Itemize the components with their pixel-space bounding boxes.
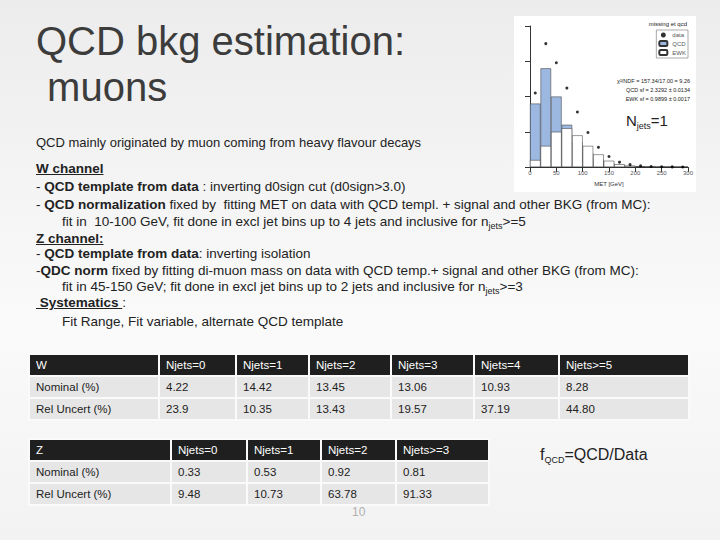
svg-text:QCD: QCD: [672, 41, 686, 47]
svg-text:χ²/NDF = 157.34/17.00 = 9.26: χ²/NDF = 157.34/17.00 = 9.26: [617, 78, 690, 84]
html-text:Nominal (%): Nominal (%): [36, 466, 100, 478]
html-text:Z: Z: [36, 444, 43, 456]
html-text:Njets=3: Njets=3: [398, 359, 438, 371]
html-text:0.81: 0.81: [403, 466, 426, 478]
svg-text:300: 300: [683, 170, 694, 176]
html-text:63.78: 63.78: [328, 488, 357, 500]
html-text:13.06: 13.06: [398, 381, 427, 393]
html-text:23.9: 23.9: [166, 403, 189, 415]
html-text:Systematics:: Systematics:: [36, 295, 127, 310]
html-text:Njets=1: Njets=1: [243, 359, 283, 371]
html-text:fit in 10-100 GeV, fit done in: fit in 10-100 GeV, fit done in excl jet …: [62, 214, 526, 231]
html-text:10.35: 10.35: [243, 403, 272, 415]
svg-text:QCD sf = 2.3292 ± 0.0134: QCD sf = 2.3292 ± 0.0134: [626, 87, 690, 93]
html-text:muons: muons: [36, 65, 168, 109]
html-text:Njets=0: Njets=0: [166, 359, 206, 371]
html-text:10: 10: [352, 505, 366, 519]
html-text:QCD bkg estimation:: QCD bkg estimation:: [36, 19, 405, 63]
html-text:Njets=0: Njets=0: [178, 444, 218, 456]
html-text:10.73: 10.73: [254, 488, 283, 500]
svg-text:150: 150: [604, 170, 615, 176]
svg-text:0: 0: [528, 170, 532, 176]
html-text:91.33: 91.33: [403, 488, 432, 500]
html-text:44.80: 44.80: [566, 403, 595, 415]
svg-text:missing et qcd: missing et qcd: [649, 21, 687, 27]
html-text:- QCD normalization fixed by f: - QCD normalization fixed by fitting MET…: [36, 197, 651, 212]
html-text:37.19: 37.19: [481, 403, 510, 415]
svg-text:100: 100: [578, 170, 589, 176]
html-text:Rel Uncert (%): Rel Uncert (%): [36, 403, 112, 415]
html-text:W: W: [36, 359, 47, 371]
html-text:Rel Uncert (%): Rel Uncert (%): [36, 488, 112, 500]
html-text:Njets>=5: Njets>=5: [566, 359, 612, 371]
html-text:Njets=2: Njets=2: [328, 444, 368, 456]
html-text:fQCD=QCD/Data: fQCD=QCD/Data: [540, 446, 648, 465]
svg-text:200: 200: [630, 170, 641, 176]
html-text:0.92: 0.92: [328, 466, 351, 478]
svg-text:EWK sf = 0.9899 ± 0.0017: EWK sf = 0.9899 ± 0.0017: [626, 96, 690, 102]
html-text:Njets=1: Njets=1: [254, 444, 294, 456]
html-text:- QCD template from data: inve: - QCD template from data: inverting isol…: [36, 246, 311, 261]
html-text:0.53: 0.53: [254, 466, 277, 478]
html-text:Njets>=3: Njets>=3: [403, 444, 449, 456]
html-text:8.28: 8.28: [566, 381, 589, 393]
svg-text:EWK: EWK: [672, 50, 686, 56]
svg-text:MET [GeV]: MET [GeV]: [594, 181, 624, 187]
html-text:13.45: 13.45: [316, 381, 345, 393]
html-text:0.33: 0.33: [178, 466, 201, 478]
html-text:13.43: 13.43: [316, 403, 345, 415]
html-text:10.93: 10.93: [481, 381, 510, 393]
html-text:W channel: W channel: [36, 161, 104, 176]
html-text:Nominal (%): Nominal (%): [36, 381, 100, 393]
html-text:14.42: 14.42: [243, 381, 272, 393]
html-text:- QCD template from data: inve: - QCD template from data: inverting d0si…: [36, 179, 406, 194]
html-text:Njets=4: Njets=4: [481, 359, 521, 371]
html-text:19.57: 19.57: [398, 403, 427, 415]
html-text:4.22: 4.22: [166, 381, 189, 393]
html-text:9.48: 9.48: [178, 488, 201, 500]
html-text:Njets=1: Njets=1: [626, 112, 668, 131]
svg-text:250: 250: [657, 170, 668, 176]
html-text:Z channel:: Z channel:: [36, 231, 104, 246]
svg-text:50: 50: [553, 170, 560, 176]
html-text:QCD mainly originated by muon: QCD mainly originated by muon coming fro…: [36, 135, 422, 150]
html-text:- QDC norm fixed by fitting di: - QDC norm fixed by fitting di-muon mass…: [36, 263, 639, 278]
html-text:Njets=2: Njets=2: [316, 359, 356, 371]
svg-text:data: data: [672, 32, 684, 38]
html-text:Fit Range, Fit variable, alter: Fit Range, Fit variable, alternate QCD t…: [62, 314, 344, 329]
html-text:fit in 45-150 GeV; fit done in: fit in 45-150 GeV; fit done in excl jet …: [62, 279, 523, 296]
